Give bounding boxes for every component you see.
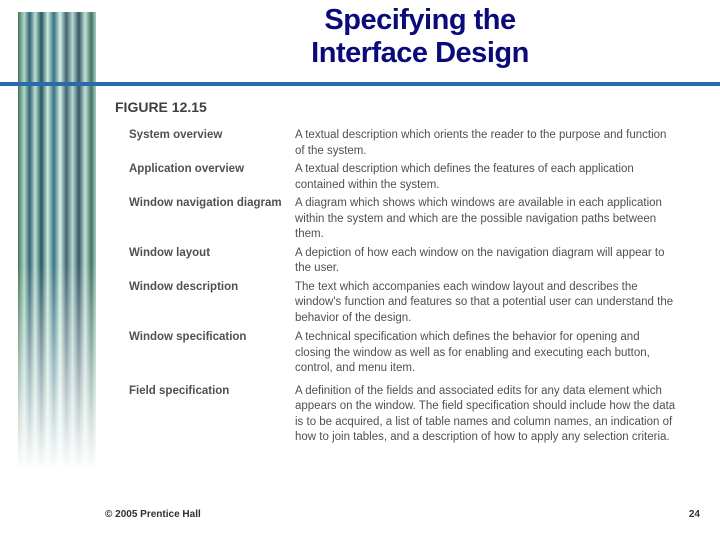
copyright-footer: © 2005 Prentice Hall bbox=[105, 509, 201, 520]
term: Window specification bbox=[129, 330, 295, 346]
term: Window layout bbox=[129, 246, 295, 262]
table-row: Application overview A textual descripti… bbox=[129, 162, 677, 193]
term: Field specification bbox=[129, 384, 295, 400]
slide-title: Specifying the Interface Design bbox=[160, 4, 680, 71]
description: A diagram which shows which windows are … bbox=[295, 196, 677, 243]
slide: Specifying the Interface Design FIGURE 1… bbox=[0, 0, 720, 540]
title-underline bbox=[0, 82, 720, 86]
term: Window description bbox=[129, 280, 295, 296]
description: A technical specification which defines … bbox=[295, 330, 677, 377]
term: System overview bbox=[129, 128, 295, 144]
table-row: Window specification A technical specifi… bbox=[129, 330, 677, 377]
description: The text which accompanies each window l… bbox=[295, 280, 677, 327]
table-row: Window navigation diagram A diagram whic… bbox=[129, 196, 677, 243]
description: A textual description which orients the … bbox=[295, 128, 677, 159]
term: Application overview bbox=[129, 162, 295, 178]
description: A definition of the fields and associate… bbox=[295, 384, 677, 446]
table-row: Window layout A depiction of how each wi… bbox=[129, 246, 677, 277]
table-row: System overview A textual description wh… bbox=[129, 128, 677, 159]
definitions-table: System overview A textual description wh… bbox=[129, 128, 677, 446]
description: A textual description which defines the … bbox=[295, 162, 677, 193]
title-line-2: Interface Design bbox=[311, 37, 529, 69]
term: Window navigation diagram bbox=[129, 196, 295, 212]
figure-label: FIGURE 12.15 bbox=[115, 99, 207, 115]
page-number: 24 bbox=[689, 509, 700, 520]
sidebar-fade-overlay bbox=[18, 12, 96, 470]
table-row: Window description The text which accomp… bbox=[129, 280, 677, 327]
table-row: Field specification A definition of the … bbox=[129, 384, 677, 446]
title-line-1: Specifying the bbox=[324, 4, 515, 36]
description: A depiction of how each window on the na… bbox=[295, 246, 677, 277]
